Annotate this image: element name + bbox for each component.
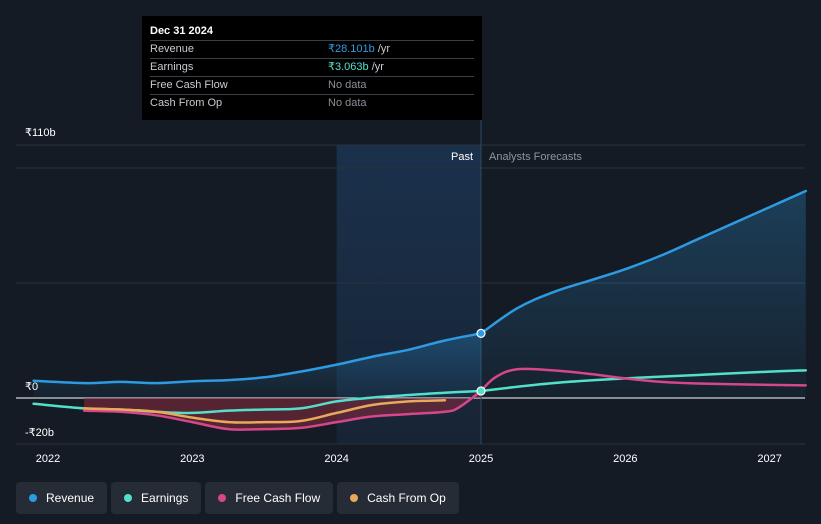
legend-dot-icon	[29, 494, 37, 502]
tooltip-value: ₹28.101b	[328, 43, 375, 55]
legend-item-revenue[interactable]: Revenue	[16, 482, 108, 514]
tooltip-date: Dec 31 2024	[150, 25, 213, 37]
tooltip-value: ₹3.063b	[328, 61, 369, 73]
tooltip-label: Earnings	[150, 61, 194, 73]
legend-label: Earnings	[141, 491, 189, 505]
tooltip-value: No data	[328, 79, 367, 91]
legend-label: Free Cash Flow	[235, 491, 321, 505]
legend-item-earnings[interactable]: Earnings	[111, 482, 202, 514]
x-tick-label: 2024	[324, 453, 348, 465]
legend-dot-icon	[218, 494, 227, 502]
data-tooltip: Dec 31 2024 Revenue ₹28.101b /yr Earning…	[142, 16, 482, 120]
y-tick-label: -₹20b	[25, 427, 54, 439]
tooltip-unit: /yr	[368, 61, 384, 73]
x-tick-label: 2023	[180, 453, 204, 465]
revenue-forecast-line	[479, 189, 808, 335]
x-tick-label: 2027	[757, 453, 781, 465]
legend-item-free-cash-flow[interactable]: Free Cash Flow	[205, 482, 334, 514]
x-tick-label: 2022	[36, 453, 60, 465]
tooltip-row-earnings: Earnings ₹3.063b /yr	[150, 58, 474, 76]
past-label: Past	[451, 151, 473, 163]
x-tick-label: 2026	[613, 453, 637, 465]
tooltip-row-free-cash-flow: Free Cash Flow No data	[150, 76, 474, 94]
legend-item-cash-from-op[interactable]: Cash From Op	[337, 482, 459, 514]
revenue-area	[33, 333, 482, 398]
y-tick-label: ₹0	[25, 381, 38, 393]
tooltip-label: Revenue	[150, 43, 195, 55]
legend-dot-icon	[350, 494, 359, 502]
legend-label: Revenue	[46, 491, 95, 505]
tooltip-label: Cash From Op	[150, 97, 223, 109]
revenue-forecast-area	[481, 191, 806, 398]
free-cash-flow-forecast-line	[479, 367, 808, 393]
earnings-marker	[476, 386, 486, 396]
forecast-label: Analysts Forecasts	[489, 151, 582, 163]
earnings-forecast-line	[479, 369, 808, 393]
revenue-marker	[476, 328, 486, 338]
legend-label: Cash From Op	[367, 491, 446, 505]
cash-from-op-line	[82, 399, 447, 424]
revenue-line	[32, 332, 483, 385]
tooltip-unit: /yr	[374, 43, 391, 55]
chart-legend: Revenue Earnings Free Cash Flow Cash Fro…	[16, 482, 459, 514]
tooltip-label: Free Cash Flow	[150, 79, 228, 91]
x-tick-label: 2025	[469, 453, 493, 465]
tooltip-row-revenue: Revenue ₹28.101b /yr	[150, 40, 474, 58]
y-tick-label: ₹110b	[25, 127, 56, 139]
legend-dot-icon	[124, 494, 133, 502]
tooltip-row-cash-from-op: Cash From Op No data	[150, 94, 474, 112]
free-cash-flow-line	[82, 389, 483, 431]
tooltip-value: No data	[328, 97, 367, 109]
